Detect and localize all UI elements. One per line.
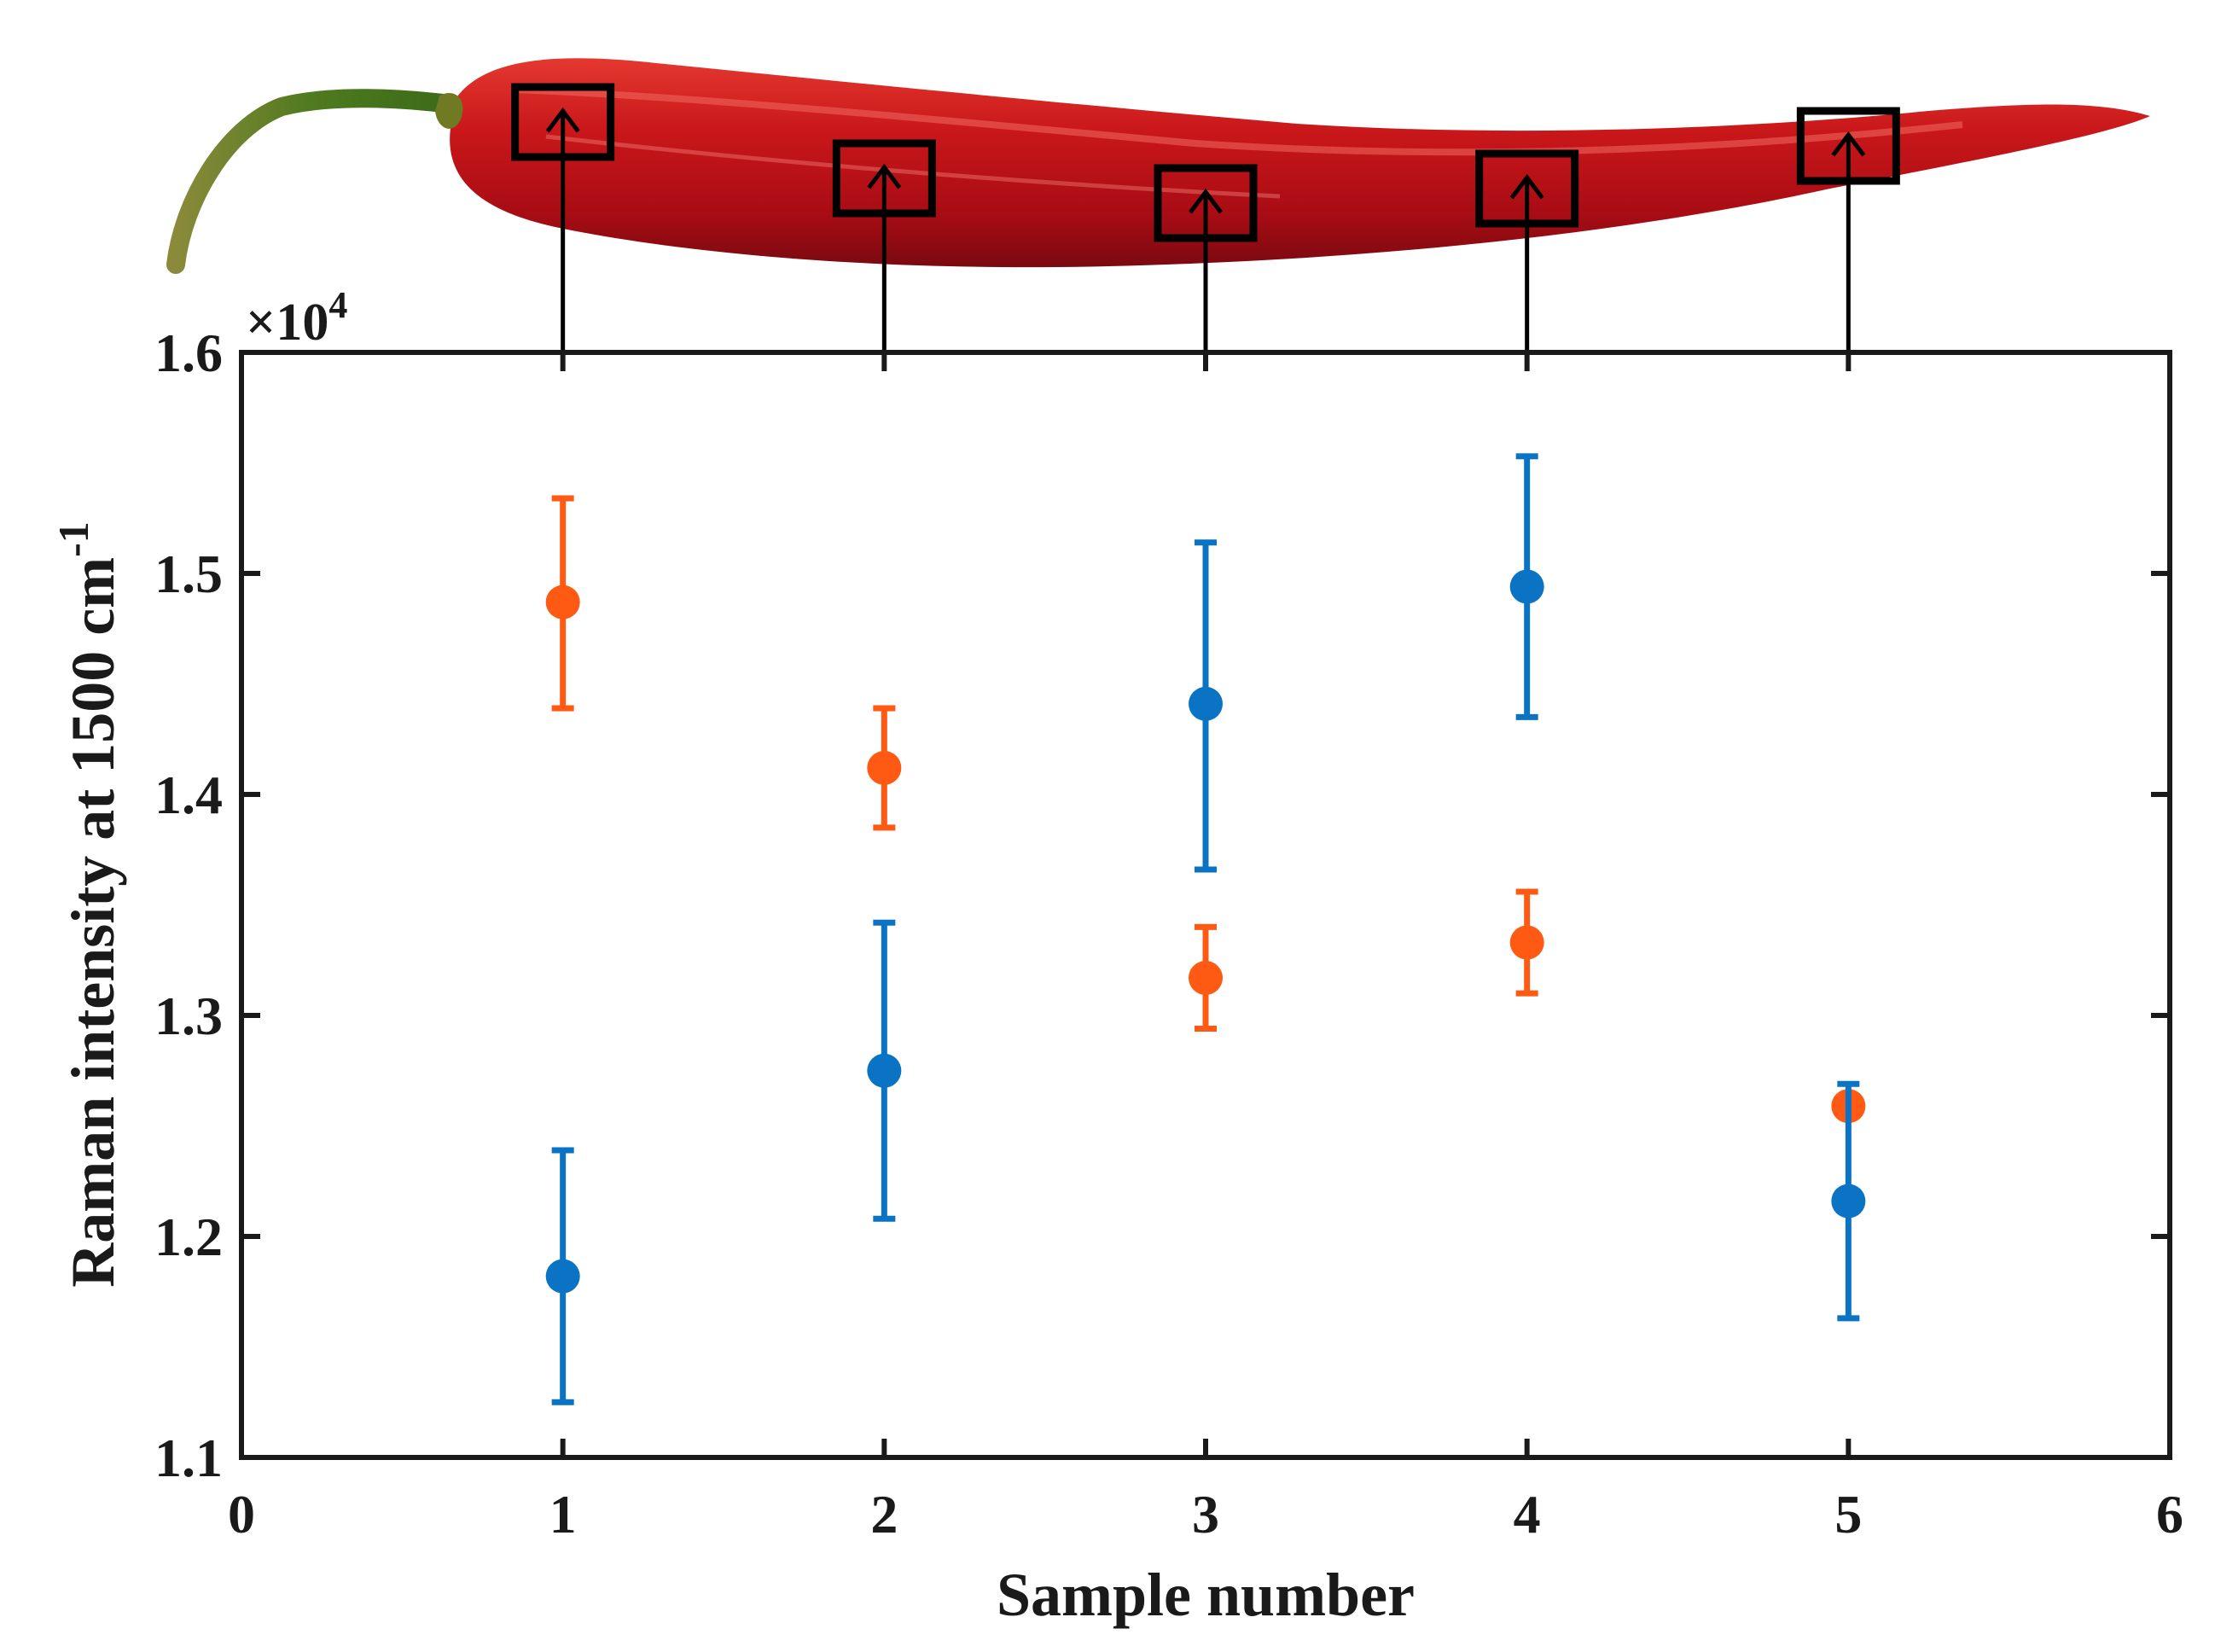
- plot-area: [239, 350, 2172, 1460]
- data-point: [1189, 960, 1223, 995]
- series-blue: [545, 453, 1866, 1405]
- y-tick-label: 1.4: [154, 765, 223, 825]
- x-tick-labels: 0 1 2 3 4 5 6: [228, 1484, 2183, 1544]
- data-point: [1509, 569, 1544, 604]
- series-layer: [545, 453, 1866, 1405]
- data-point: [545, 1259, 580, 1294]
- series-orange: [545, 495, 1866, 1124]
- y-tick-label: 1.3: [154, 986, 223, 1046]
- y-tick-label: 1.5: [154, 544, 223, 604]
- x-tick-label: 0: [228, 1484, 255, 1544]
- data-point: [1831, 1184, 1866, 1219]
- sample-arrowhead: [1831, 131, 1866, 157]
- pepper-calyx: [435, 92, 463, 129]
- sample-annotations: [511, 83, 1900, 352]
- x-tick-label: 2: [870, 1484, 898, 1544]
- x-axis-label: Sample number: [997, 1561, 1415, 1629]
- y-tick-label: 1.6: [154, 323, 223, 383]
- sample-arrowhead: [867, 163, 902, 189]
- y-tick-label: 1.1: [154, 1428, 223, 1488]
- y-axis-label: Raman intensity at 1500 cm-1: [49, 521, 127, 1288]
- data-point: [867, 1053, 902, 1088]
- x-tick-label: 5: [1834, 1484, 1862, 1544]
- x-tick-label: 3: [1192, 1484, 1219, 1544]
- sample-arrowhead: [545, 107, 580, 133]
- data-point: [1509, 925, 1544, 960]
- chart: 0 1 2 3 4 5 6 1.1 1.2 1.3 1.4 1.5 1.6 ×104 Sample n…: [49, 83, 2183, 1629]
- x-tick-label: 4: [1514, 1484, 1541, 1544]
- pepper-highlight: [511, 86, 1963, 156]
- pepper-stem: [166, 89, 460, 274]
- y-multiplier: ×104: [246, 284, 347, 352]
- sample-arrowhead: [1509, 173, 1544, 200]
- x-tick-label: 6: [2156, 1484, 2183, 1544]
- data-point: [545, 585, 580, 620]
- data-point: [1189, 686, 1223, 721]
- sample-arrowhead: [1189, 188, 1223, 214]
- x-tick-label: 1: [549, 1484, 577, 1544]
- y-tick-label: 1.2: [154, 1207, 223, 1267]
- pepper-highlight: [545, 134, 1281, 199]
- axis-ticks: [239, 350, 2172, 1460]
- data-point: [867, 750, 902, 785]
- y-tick-labels: 1.1 1.2 1.3 1.4 1.5 1.6: [154, 323, 223, 1488]
